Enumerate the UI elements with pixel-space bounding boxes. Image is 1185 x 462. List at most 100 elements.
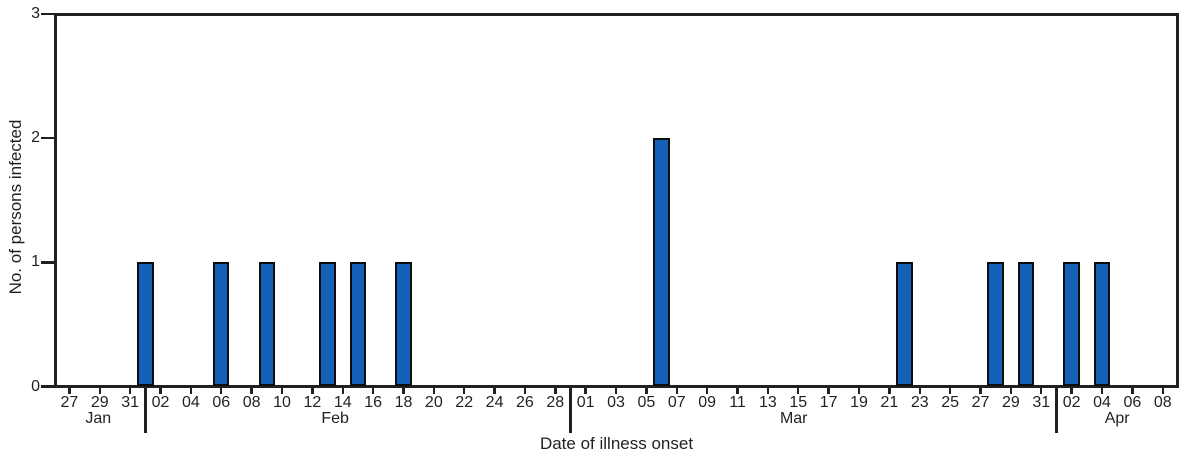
x-axis-tick — [280, 387, 284, 394]
x-tick-label: 06 — [212, 394, 231, 411]
x-axis-tick — [371, 387, 375, 394]
x-axis-tick — [1040, 387, 1043, 394]
x-tick-label: 07 — [667, 394, 686, 411]
bar-feb-06 — [213, 262, 230, 387]
x-axis-title: Date of illness onset — [539, 434, 694, 453]
x-tick-label: 12 — [303, 394, 322, 411]
x-axis-tick — [1131, 387, 1134, 394]
x-axis-tick — [98, 387, 101, 394]
month-label: Jan — [85, 410, 112, 427]
x-tick-label: 29 — [90, 394, 109, 411]
x-tick-label: 15 — [789, 394, 808, 411]
month-label: Apr — [1104, 410, 1130, 427]
x-axis-tick — [918, 387, 921, 394]
x-tick-label: 09 — [698, 394, 717, 411]
x-tick-label: 08 — [1153, 394, 1172, 411]
x-tick-label: 13 — [759, 394, 777, 411]
x-axis-tick — [1009, 387, 1013, 394]
x-tick-label: 27 — [60, 394, 79, 411]
x-tick-label: 14 — [333, 394, 352, 411]
bar-feb-18 — [395, 262, 412, 387]
month-divider-line — [569, 387, 572, 433]
month-divider-line — [1055, 387, 1058, 433]
bar-feb-09 — [258, 262, 275, 387]
x-tick-label: 11 — [729, 394, 746, 411]
x-tick-label: 06 — [1123, 394, 1142, 411]
x-tick-label: 28 — [546, 394, 565, 411]
x-axis-tick — [523, 387, 527, 394]
x-tick-label: 20 — [424, 394, 443, 411]
x-tick-label: 01 — [576, 394, 595, 411]
y-tick-label: 0 — [31, 377, 40, 395]
x-axis-tick — [948, 387, 952, 394]
y-tick-label: 1 — [31, 253, 40, 271]
x-tick-label: 25 — [941, 394, 960, 411]
month-label: Feb — [321, 410, 349, 427]
x-tick-label: 04 — [181, 394, 200, 411]
x-axis-tick — [432, 387, 436, 394]
x-axis-tick — [705, 387, 709, 394]
bar-mar-30 — [1017, 262, 1035, 387]
bar-feb-13 — [319, 262, 336, 387]
x-axis-tick — [493, 387, 496, 394]
month-label: Mar — [779, 410, 808, 427]
y-tick-label: 3 — [31, 4, 40, 22]
bar-mar-28 — [987, 262, 1004, 387]
x-tick-label: 08 — [242, 394, 261, 411]
x-tick-label: 19 — [850, 394, 868, 411]
x-tick-label: 27 — [971, 394, 990, 411]
x-tick-label: 18 — [394, 394, 413, 411]
x-axis-tick — [1161, 387, 1164, 394]
x-axis-tick — [463, 387, 466, 394]
x-tick-label: 10 — [273, 394, 291, 411]
bar-apr-04 — [1093, 262, 1111, 387]
month-divider-line — [144, 387, 147, 433]
x-axis-tick — [189, 387, 193, 394]
x-tick-label: 05 — [637, 394, 656, 411]
x-axis-tick — [159, 387, 162, 394]
x-tick-label: 24 — [485, 394, 504, 411]
y-axis-tick — [41, 12, 54, 16]
x-tick-label: 26 — [516, 394, 534, 411]
x-axis-tick — [220, 387, 223, 394]
x-axis-tick — [341, 387, 344, 394]
bar-mar-06 — [653, 138, 670, 387]
x-tick-label: 31 — [121, 394, 140, 411]
x-axis-tick — [979, 387, 982, 394]
x-tick-label: 29 — [1001, 394, 1020, 411]
x-tick-label: 03 — [607, 394, 625, 411]
x-axis-tick — [311, 387, 314, 394]
x-axis-tick — [554, 387, 557, 394]
y-axis-tick — [41, 385, 54, 388]
x-axis-tick — [736, 387, 739, 394]
x-tick-label: 16 — [364, 394, 382, 411]
x-tick-label: 17 — [819, 394, 838, 411]
y-tick-label: 2 — [31, 129, 40, 147]
bar-apr-02 — [1063, 262, 1080, 387]
bar-mar-22 — [896, 262, 913, 387]
y-axis-tick — [41, 261, 54, 264]
x-axis-tick — [888, 387, 891, 394]
x-axis-tick — [128, 387, 132, 394]
y-axis-tick — [41, 136, 54, 140]
x-axis-tick — [766, 387, 770, 394]
x-axis-tick — [827, 387, 830, 394]
x-axis-tick — [645, 387, 648, 394]
x-axis-tick — [1070, 387, 1073, 394]
x-axis-tick — [675, 387, 678, 394]
x-axis-tick — [1100, 387, 1104, 394]
x-axis-tick — [857, 387, 861, 394]
x-tick-label: 31 — [1032, 394, 1051, 411]
x-axis-tick — [797, 387, 800, 394]
x-tick-label: 02 — [1062, 394, 1081, 411]
bar-feb-15 — [349, 262, 367, 387]
x-axis-tick — [584, 387, 587, 394]
y-axis-title: No. of persons infected — [6, 119, 25, 295]
x-tick-label: 23 — [910, 394, 929, 411]
x-axis-tick — [402, 387, 405, 394]
x-tick-label: 21 — [880, 394, 899, 411]
bar-feb-01 — [137, 262, 154, 387]
x-tick-label: 02 — [151, 394, 170, 411]
x-axis-tick — [250, 387, 253, 394]
